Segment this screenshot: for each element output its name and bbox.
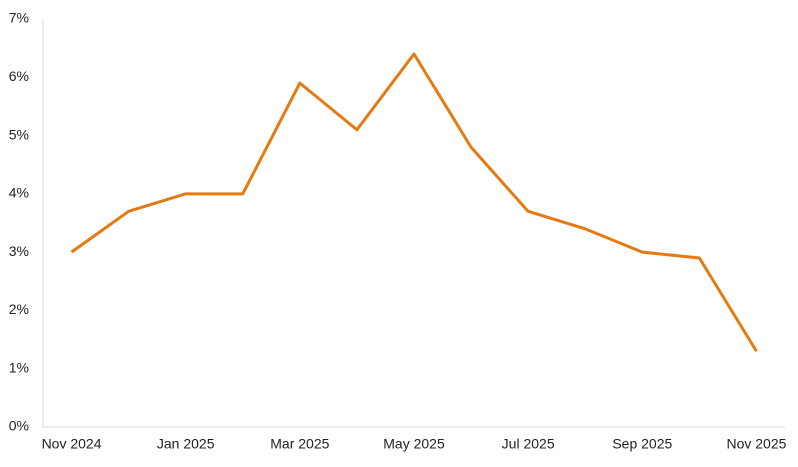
y-tick-label: 3% xyxy=(9,243,29,259)
y-tick-label: 2% xyxy=(9,301,29,317)
y-tick-label: 7% xyxy=(9,10,29,26)
x-tick-label: Nov 2024 xyxy=(42,436,102,452)
y-tick-label: 0% xyxy=(9,418,29,434)
line-series xyxy=(70,52,758,353)
x-tick-label: Nov 2025 xyxy=(726,436,786,452)
y-tick-label: 5% xyxy=(9,126,29,142)
x-tick-label: Mar 2025 xyxy=(270,436,329,452)
x-tick-label: May 2025 xyxy=(383,436,445,452)
x-tick-label: Sep 2025 xyxy=(612,436,672,452)
y-tick-label: 1% xyxy=(9,359,29,375)
x-tick-label: Jul 2025 xyxy=(502,436,555,452)
x-tick-label: Jan 2025 xyxy=(157,436,215,452)
y-tick-label: 4% xyxy=(9,185,29,201)
y-tick-label: 6% xyxy=(9,68,29,84)
